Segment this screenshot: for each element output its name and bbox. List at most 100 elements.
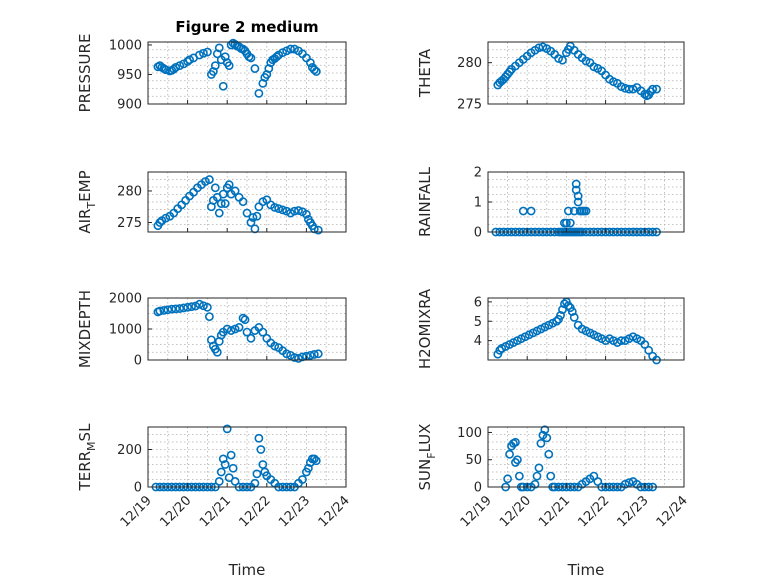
x-tick-label: 12/20 bbox=[157, 493, 194, 530]
data-point bbox=[644, 345, 654, 355]
data-point bbox=[309, 454, 319, 464]
data-point bbox=[230, 476, 240, 486]
axes-frame bbox=[487, 426, 685, 488]
y-tick-label: 280 bbox=[117, 184, 142, 199]
data-point bbox=[224, 473, 234, 483]
data-point bbox=[562, 218, 571, 228]
data-point bbox=[616, 336, 626, 346]
subplot-mixdepth: 0 1000 2000 MIXDEPTH bbox=[76, 290, 347, 369]
data-point bbox=[256, 445, 266, 454]
data-point bbox=[214, 43, 224, 53]
data-point bbox=[563, 301, 573, 311]
data-point bbox=[238, 313, 248, 323]
data-point bbox=[204, 312, 214, 321]
x-tick-label: 12/23 bbox=[615, 493, 652, 530]
y-tick-label: 1000 bbox=[109, 323, 142, 338]
data-point bbox=[272, 52, 282, 62]
data-point bbox=[246, 218, 256, 227]
data-point bbox=[175, 304, 185, 313]
data-point bbox=[313, 225, 323, 235]
data-point bbox=[581, 206, 591, 216]
y-tick-label: 275 bbox=[457, 98, 482, 113]
data-point bbox=[518, 206, 528, 216]
data-point bbox=[210, 183, 220, 193]
data-point bbox=[495, 345, 505, 355]
data-point bbox=[155, 306, 165, 316]
data-point bbox=[556, 311, 565, 320]
data-point bbox=[220, 460, 230, 469]
data-point bbox=[540, 425, 550, 435]
subplot-sun-flux: 0 50 100 SUNFLUX 12/19 12/20 12/21 12/22 12/23 12… bbox=[416, 424, 691, 579]
axes-frame bbox=[147, 426, 347, 488]
data-point bbox=[294, 206, 303, 215]
data-point bbox=[195, 299, 204, 309]
data-point bbox=[252, 469, 262, 479]
data-point bbox=[648, 84, 658, 94]
y-axis-label: THETA bbox=[416, 48, 434, 98]
data-point bbox=[226, 326, 236, 335]
data-point bbox=[230, 186, 240, 196]
data-point bbox=[258, 327, 268, 337]
data-point bbox=[218, 454, 228, 464]
y-tick-label: 950 bbox=[117, 68, 142, 83]
data-point bbox=[282, 349, 291, 359]
data-point bbox=[242, 208, 252, 218]
x-tick-label: 12/21 bbox=[536, 493, 573, 530]
data-point bbox=[567, 307, 577, 316]
data-point bbox=[652, 84, 661, 94]
y-tick-label: 280 bbox=[457, 56, 482, 71]
data-point bbox=[187, 302, 196, 312]
data-point bbox=[563, 206, 573, 216]
data-point bbox=[298, 475, 307, 484]
axes-frame bbox=[487, 297, 685, 361]
y-tick-label: 6 bbox=[474, 295, 482, 310]
data-point bbox=[624, 84, 634, 94]
data-point bbox=[569, 312, 579, 322]
data-point bbox=[511, 437, 520, 447]
data-point bbox=[309, 350, 319, 359]
data-point bbox=[216, 467, 226, 477]
x-tick-label: 12/22 bbox=[575, 493, 612, 530]
data-point bbox=[526, 206, 536, 216]
data-point bbox=[305, 350, 315, 360]
data-point bbox=[313, 349, 323, 359]
data-point bbox=[294, 354, 303, 363]
y-tick-label: 4 bbox=[474, 334, 482, 349]
data-point bbox=[558, 55, 567, 65]
data-point bbox=[542, 433, 552, 443]
data-point bbox=[183, 302, 192, 312]
data-point bbox=[214, 208, 224, 218]
x-tick-label: 12/19 bbox=[118, 493, 155, 530]
data-point bbox=[286, 44, 295, 54]
x-tick-label: 12/24 bbox=[316, 493, 353, 530]
subplot-terr-msl: 0 200 TERRMSL 12/19 12/20 12/21 12/22 12/23 12/2… bbox=[76, 423, 353, 579]
data-point bbox=[565, 218, 575, 228]
data-point bbox=[511, 458, 520, 467]
data-point bbox=[199, 301, 208, 311]
data-point bbox=[242, 327, 252, 337]
subplot-theta: 275 280 THETA bbox=[416, 41, 685, 113]
data-point bbox=[558, 305, 567, 315]
data-point bbox=[624, 478, 634, 488]
x-tick-label: 12/23 bbox=[276, 493, 313, 530]
data-point bbox=[640, 340, 650, 349]
y-tick-label: 2000 bbox=[109, 292, 142, 307]
y-tick-label: 1000 bbox=[109, 38, 142, 53]
data-point bbox=[218, 81, 228, 91]
y-tick-label: 275 bbox=[117, 216, 142, 231]
x-tick-label: 12/21 bbox=[197, 493, 234, 530]
data-point bbox=[216, 199, 226, 208]
data-point bbox=[305, 58, 315, 68]
data-point bbox=[224, 61, 234, 71]
y-axis-label: H2OMIXRA bbox=[416, 288, 434, 369]
data-point bbox=[230, 324, 240, 334]
subplot-rainfall: 0 1 2 RAINFALL bbox=[416, 166, 685, 241]
data-point bbox=[270, 202, 280, 212]
data-point bbox=[546, 471, 556, 481]
subplot-air-temp: 275 280 AIRTEMP bbox=[76, 170, 347, 235]
data-point bbox=[202, 302, 212, 312]
data-point bbox=[278, 205, 288, 215]
y-tick-label: 0 bbox=[474, 226, 482, 241]
data-point bbox=[530, 479, 540, 489]
